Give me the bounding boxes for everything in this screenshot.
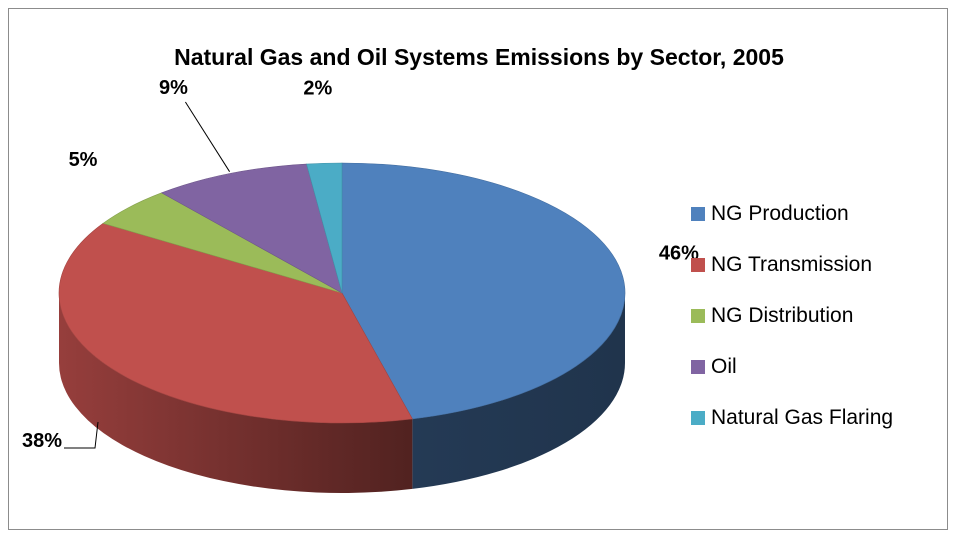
legend-item-ng-distribution: NG Distribution	[691, 290, 893, 341]
pie-side-ng-transmission	[59, 293, 413, 493]
pie-slice-oil	[160, 163, 343, 294]
legend-swatch	[691, 257, 705, 272]
legend-item-ng-production: NG Production	[691, 188, 893, 239]
legend-swatch	[691, 410, 705, 425]
leader-line-ng-transmission	[64, 421, 99, 449]
data-label-ng-production: 46%	[659, 242, 699, 264]
legend-label: NG Transmission	[711, 252, 873, 276]
legend-item-oil: Oil	[691, 341, 893, 392]
legend: NG Production NG Transmission NG Distribut…	[691, 188, 893, 443]
data-label-oil: 9%	[159, 77, 188, 99]
legend-item-ng-transmission: NG Transmission	[691, 239, 893, 290]
pie-slice-ng-transmission	[58, 223, 413, 424]
data-label-ng-distribution: 5%	[69, 149, 98, 171]
chart-title: Natural Gas and Oil Systems Emissions by…	[174, 44, 784, 70]
legend-label: Natural Gas Flaring	[711, 405, 894, 429]
leader-line-oil	[184, 101, 231, 172]
legend-swatch	[691, 206, 705, 221]
legend-label: NG Distribution	[711, 303, 854, 327]
legend-item-natural-gas-flaring: Natural Gas Flaring	[691, 392, 893, 443]
pie-slice-ng-production	[341, 162, 626, 420]
legend-label: NG Production	[711, 201, 849, 225]
data-label-ng-transmission: 38%	[22, 430, 62, 452]
data-label-natural-gas-flaring: 2%	[303, 78, 332, 100]
legend-swatch	[691, 359, 705, 374]
pie-slice-natural-gas-flaring	[306, 162, 343, 294]
legend-swatch	[691, 308, 705, 323]
pie-side-ng-production	[412, 293, 625, 489]
legend-label: Oil	[711, 354, 737, 378]
